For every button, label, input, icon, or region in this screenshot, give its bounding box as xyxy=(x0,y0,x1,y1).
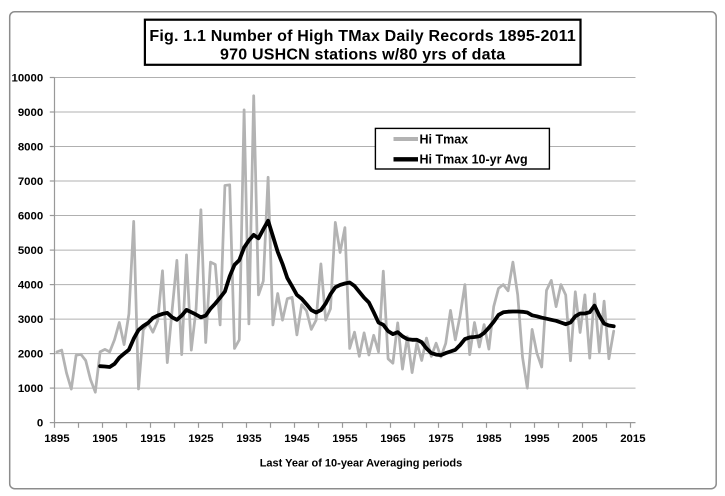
svg-text:1000: 1000 xyxy=(18,383,43,395)
svg-text:8000: 8000 xyxy=(18,142,43,154)
svg-text:2000: 2000 xyxy=(18,349,43,361)
svg-text:6000: 6000 xyxy=(18,211,43,223)
svg-text:2005: 2005 xyxy=(572,433,598,445)
svg-text:1995: 1995 xyxy=(524,433,550,445)
svg-text:1935: 1935 xyxy=(236,433,262,445)
svg-text:3000: 3000 xyxy=(18,314,43,326)
svg-text:1965: 1965 xyxy=(380,433,406,445)
svg-text:1905: 1905 xyxy=(92,433,118,445)
svg-text:4000: 4000 xyxy=(18,280,43,292)
svg-text:1895: 1895 xyxy=(44,433,70,445)
svg-text:1975: 1975 xyxy=(428,433,454,445)
svg-text:1955: 1955 xyxy=(332,433,358,445)
svg-text:5000: 5000 xyxy=(18,245,43,257)
svg-text:1925: 1925 xyxy=(188,433,214,445)
svg-text:Last Year of 10-year Averaging: Last Year of 10-year Averaging periods xyxy=(260,457,463,469)
svg-text:1945: 1945 xyxy=(284,433,310,445)
svg-text:0: 0 xyxy=(37,418,43,430)
svg-text:970 USHCN stations w/80 yrs of: 970 USHCN stations w/80 yrs of data xyxy=(220,47,505,64)
svg-text:Hi Tmax 10-yr Avg: Hi Tmax 10-yr Avg xyxy=(420,153,528,167)
svg-text:9000: 9000 xyxy=(18,107,43,119)
svg-text:Hi Tmax: Hi Tmax xyxy=(420,132,469,146)
svg-text:10000: 10000 xyxy=(12,73,44,85)
svg-text:7000: 7000 xyxy=(18,176,43,188)
svg-text:2015: 2015 xyxy=(620,433,646,445)
svg-text:1985: 1985 xyxy=(476,433,502,445)
svg-text:Fig. 1.1 Number of High TMax D: Fig. 1.1 Number of High TMax Daily Recor… xyxy=(149,28,576,45)
svg-text:1915: 1915 xyxy=(140,433,166,445)
